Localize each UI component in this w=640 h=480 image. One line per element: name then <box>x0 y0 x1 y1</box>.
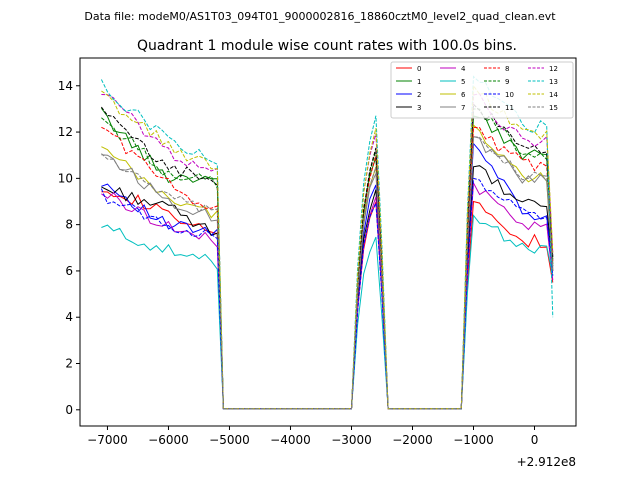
y-tick-label: 4 <box>65 310 73 324</box>
legend-label: 0 <box>417 65 421 73</box>
series-line-10 <box>100 177 554 410</box>
series-line-3 <box>101 165 554 410</box>
series-line-13 <box>100 75 554 410</box>
legend-label: 11 <box>505 104 514 112</box>
legend-label: 10 <box>505 91 514 99</box>
x-tick-label: −3000 <box>331 433 372 447</box>
series-line-9 <box>101 108 554 410</box>
legend-label: 9 <box>505 78 509 86</box>
legend-label: 7 <box>461 104 465 112</box>
y-tick-label: 12 <box>58 125 73 139</box>
series-line-7 <box>101 136 554 410</box>
legend-label: 8 <box>505 65 509 73</box>
series-line-5 <box>101 214 554 410</box>
legend-label: 5 <box>461 78 465 86</box>
legend-label: 12 <box>549 65 558 73</box>
legend-label: 2 <box>417 91 421 99</box>
chart-title: Quadrant 1 module wise count rates with … <box>137 38 517 54</box>
plot-lines <box>100 75 554 410</box>
x-tick-label: −1000 <box>453 433 494 447</box>
series-line-14 <box>101 84 554 410</box>
figure-suptitle: Data file: modeM0/AS1T03_094T01_90000028… <box>84 10 556 23</box>
series-line-0 <box>101 191 554 410</box>
y-tick-label: 8 <box>65 218 73 232</box>
series-line-2 <box>101 142 554 410</box>
y-tick-label: 2 <box>65 357 73 371</box>
legend-label: 14 <box>549 91 558 99</box>
series-line-1 <box>100 107 554 410</box>
x-tick-label: −2000 <box>392 433 433 447</box>
legend-label: 1 <box>417 78 421 86</box>
legend-label: 6 <box>461 91 466 99</box>
legend-label: 15 <box>549 104 558 112</box>
y-tick-label: 14 <box>58 79 73 93</box>
x-axis: −7000 −6000 −5000 −4000 −3000 −2000 −1000 0 <box>87 426 538 447</box>
x-offset-label: +2.912e8 <box>517 455 576 469</box>
y-tick-label: 10 <box>58 171 73 185</box>
x-tick-label: −6000 <box>148 433 189 447</box>
plot-area-frame <box>79 57 577 427</box>
legend-label: 3 <box>417 104 421 112</box>
series-line-6 <box>101 124 554 410</box>
series-line-11 <box>100 103 554 410</box>
legend-frame <box>390 61 574 119</box>
series-line-4 <box>101 181 554 410</box>
legend-label: 4 <box>461 65 466 73</box>
legend-label: 13 <box>549 78 558 86</box>
x-tick-label: 0 <box>531 433 539 447</box>
x-tick-label: −7000 <box>87 433 128 447</box>
x-tick-label: −4000 <box>270 433 311 447</box>
x-tick-label: −5000 <box>209 433 250 447</box>
y-tick-label: 0 <box>65 403 73 417</box>
series-line-15 <box>101 136 554 410</box>
y-axis: 0 2 4 6 8 10 12 14 <box>58 79 80 417</box>
y-tick-label: 6 <box>65 264 73 278</box>
